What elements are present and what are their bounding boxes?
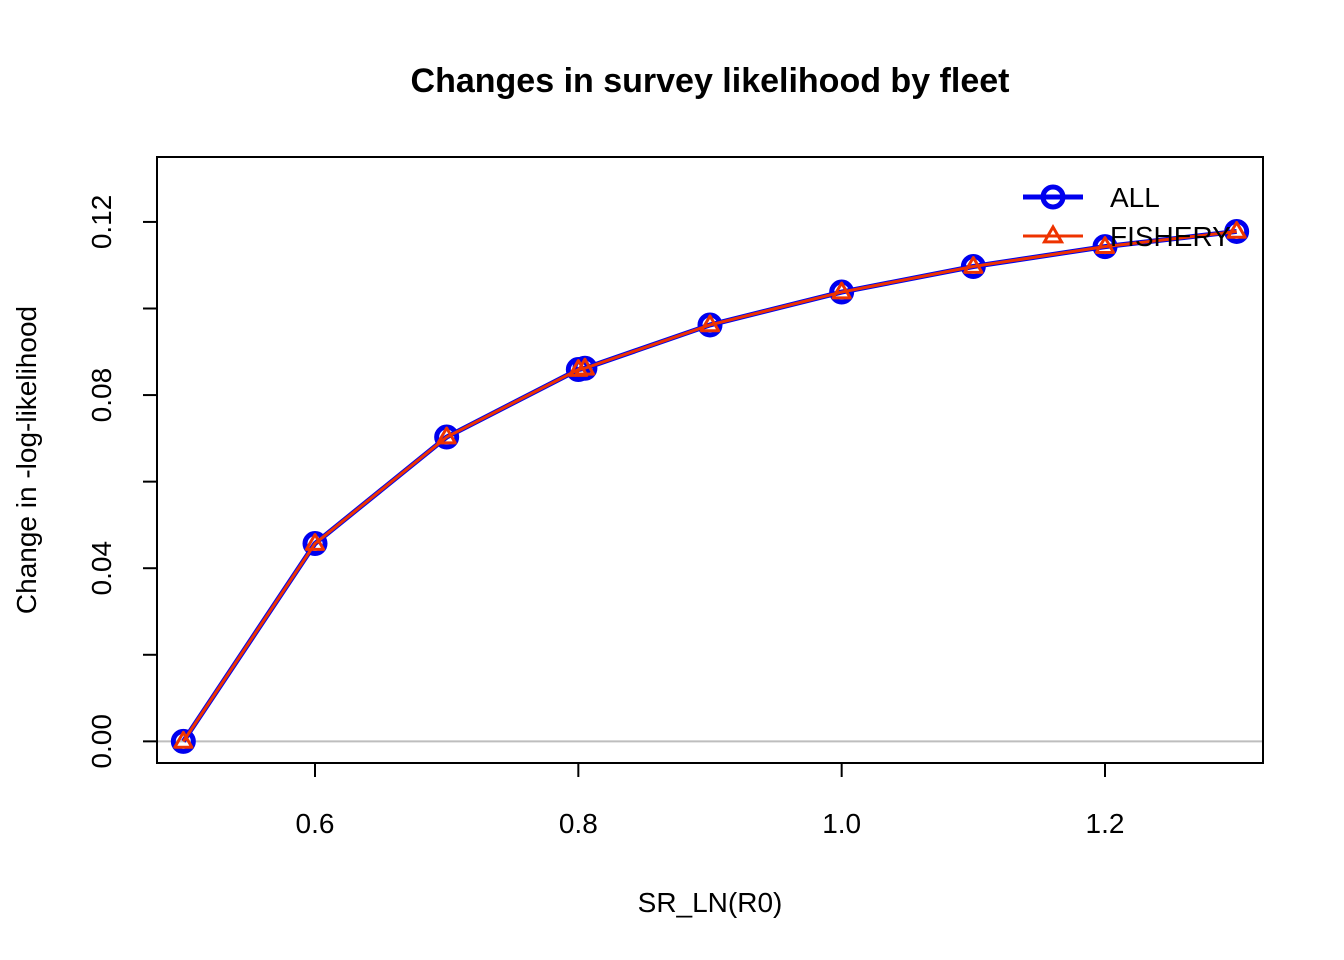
y-axis: 0.00 0.04 0.08 0.12 bbox=[86, 195, 157, 769]
data-point bbox=[831, 281, 852, 300]
y-tick-label: 0.08 bbox=[86, 368, 117, 423]
y-tick-label: 0.04 bbox=[86, 541, 117, 596]
legend-marker bbox=[1040, 184, 1066, 210]
legend: ALL FISHERY bbox=[1023, 182, 1231, 252]
plot-frame bbox=[156, 156, 1264, 764]
x-tick-label: 0.8 bbox=[559, 808, 598, 839]
legend-label: FISHERY bbox=[1110, 221, 1231, 252]
data-point bbox=[173, 730, 194, 749]
data-point bbox=[1094, 236, 1116, 254]
x-tick-label: 1.2 bbox=[1086, 808, 1125, 839]
data-point bbox=[699, 314, 721, 333]
y-axis-label: Change in -log-likelihood bbox=[11, 306, 42, 614]
legend-marker bbox=[1041, 223, 1065, 244]
data-point bbox=[304, 533, 326, 551]
series-line bbox=[181, 228, 1237, 743]
data-point bbox=[1226, 220, 1247, 239]
x-axis: 0.6 0.8 1.0 1.2 bbox=[296, 763, 1125, 839]
data-point bbox=[574, 357, 595, 376]
series-line bbox=[182, 229, 1237, 743]
data-point bbox=[963, 256, 984, 274]
x-axis-label: SR_LN(R0) bbox=[638, 887, 783, 918]
series-group bbox=[170, 218, 1250, 754]
legend-label: ALL bbox=[1110, 182, 1160, 213]
data-point bbox=[436, 426, 457, 445]
x-tick-label: 0.6 bbox=[296, 808, 335, 839]
x-tick-label: 1.0 bbox=[822, 808, 861, 839]
y-tick-label: 0.12 bbox=[86, 195, 117, 250]
series-all bbox=[170, 218, 1250, 754]
y-tick-label: 0.00 bbox=[86, 714, 117, 769]
chart-title: Changes in survey likelihood by fleet bbox=[411, 62, 1010, 100]
series-fishery bbox=[173, 220, 1247, 749]
